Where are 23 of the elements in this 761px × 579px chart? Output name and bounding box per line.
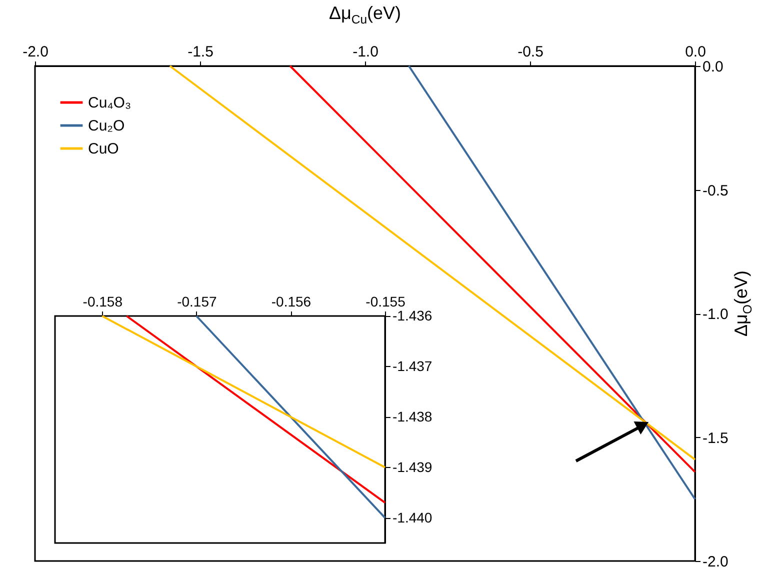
x-tick-label: -1.5 bbox=[188, 44, 214, 60]
x-tick-label: -0.155 bbox=[366, 294, 406, 310]
y-tick-label: -1.439 bbox=[392, 458, 432, 475]
y-tick-label: -1.5 bbox=[702, 430, 728, 447]
x-tick-label: 0.0 bbox=[685, 44, 706, 60]
x-tick-label: -0.156 bbox=[271, 294, 312, 310]
y-tick-label: -1.438 bbox=[392, 408, 432, 424]
x-tick-label: -1.0 bbox=[352, 44, 378, 60]
y-tick-label: -1.440 bbox=[392, 509, 432, 526]
x-tick-label: -2.0 bbox=[22, 44, 48, 60]
x-tick-label: -0.158 bbox=[82, 294, 123, 310]
y-tick-label: -2.0 bbox=[702, 554, 728, 570]
y-tick-label: 0.0 bbox=[702, 58, 724, 76]
y-tick-label: -1.436 bbox=[392, 308, 432, 324]
legend-label: CuO bbox=[88, 140, 119, 158]
y-tick-label: -1.0 bbox=[702, 306, 728, 323]
x-tick-label: -0.157 bbox=[177, 294, 217, 310]
y-axis-title: ΔμO(eV) bbox=[731, 270, 754, 336]
legend-label: Cu₂O bbox=[88, 118, 125, 134]
x-tick-label: -0.5 bbox=[518, 44, 544, 60]
legend-label: Cu₄O₃ bbox=[88, 94, 132, 112]
y-tick-label: -1.437 bbox=[392, 358, 432, 374]
y-tick-label: -0.5 bbox=[702, 182, 728, 200]
